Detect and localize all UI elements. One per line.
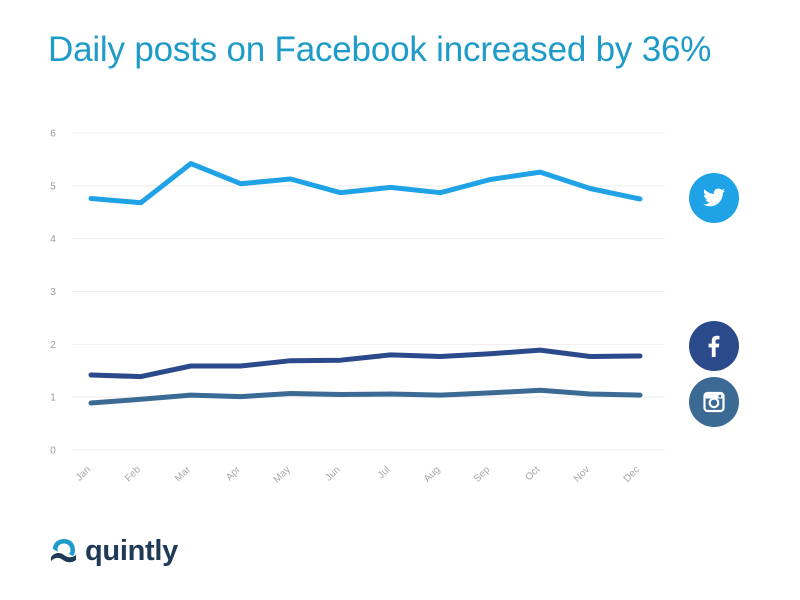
instagram-camera-icon [689,377,739,427]
y-axis-ticks: 0 1 2 3 4 5 6 [50,129,56,457]
y-tick-label: 0 [50,446,56,457]
x-tick-label: Jan [74,464,93,483]
instagram-badge [689,377,739,427]
facebook-f-icon [689,321,739,371]
x-tick-label: Oct [524,464,543,483]
x-tick-label: May [272,464,293,485]
y-tick-label: 5 [50,181,56,192]
y-tick-label: 6 [50,129,56,140]
facebook-badge [689,321,739,371]
x-axis-ticks: Jan Feb Mar Apr May Jun Jul Aug Sep Oct Nov Dec [74,464,642,486]
series-line-2 [88,387,643,406]
y-tick-label: 3 [50,287,56,298]
brand-name: quintly [85,535,178,567]
x-tick-label: Feb [123,464,143,484]
chart-title: Daily posts on Facebook increased by 36% [48,30,712,69]
x-tick-label: Sep [472,464,493,485]
y-tick-label: 4 [50,234,56,245]
gridlines [72,132,665,451]
quintly-logo-icon [51,539,76,563]
twitter-bird-icon [689,173,739,223]
x-tick-label: Mar [173,464,193,484]
series-lines [88,161,643,406]
series-line-1 [88,347,643,380]
series-line-0 [88,161,643,206]
y-tick-label: 1 [50,393,56,404]
x-tick-label: Apr [224,464,243,483]
x-tick-label: Aug [422,464,442,484]
x-tick-label: Dec [622,464,642,484]
quintly-logo: quintly [49,534,178,568]
x-tick-label: Jun [323,464,342,483]
y-tick-label: 2 [50,340,56,351]
twitter-badge [689,173,739,223]
x-tick-label: Nov [572,464,592,484]
x-tick-label: Jul [376,464,393,481]
